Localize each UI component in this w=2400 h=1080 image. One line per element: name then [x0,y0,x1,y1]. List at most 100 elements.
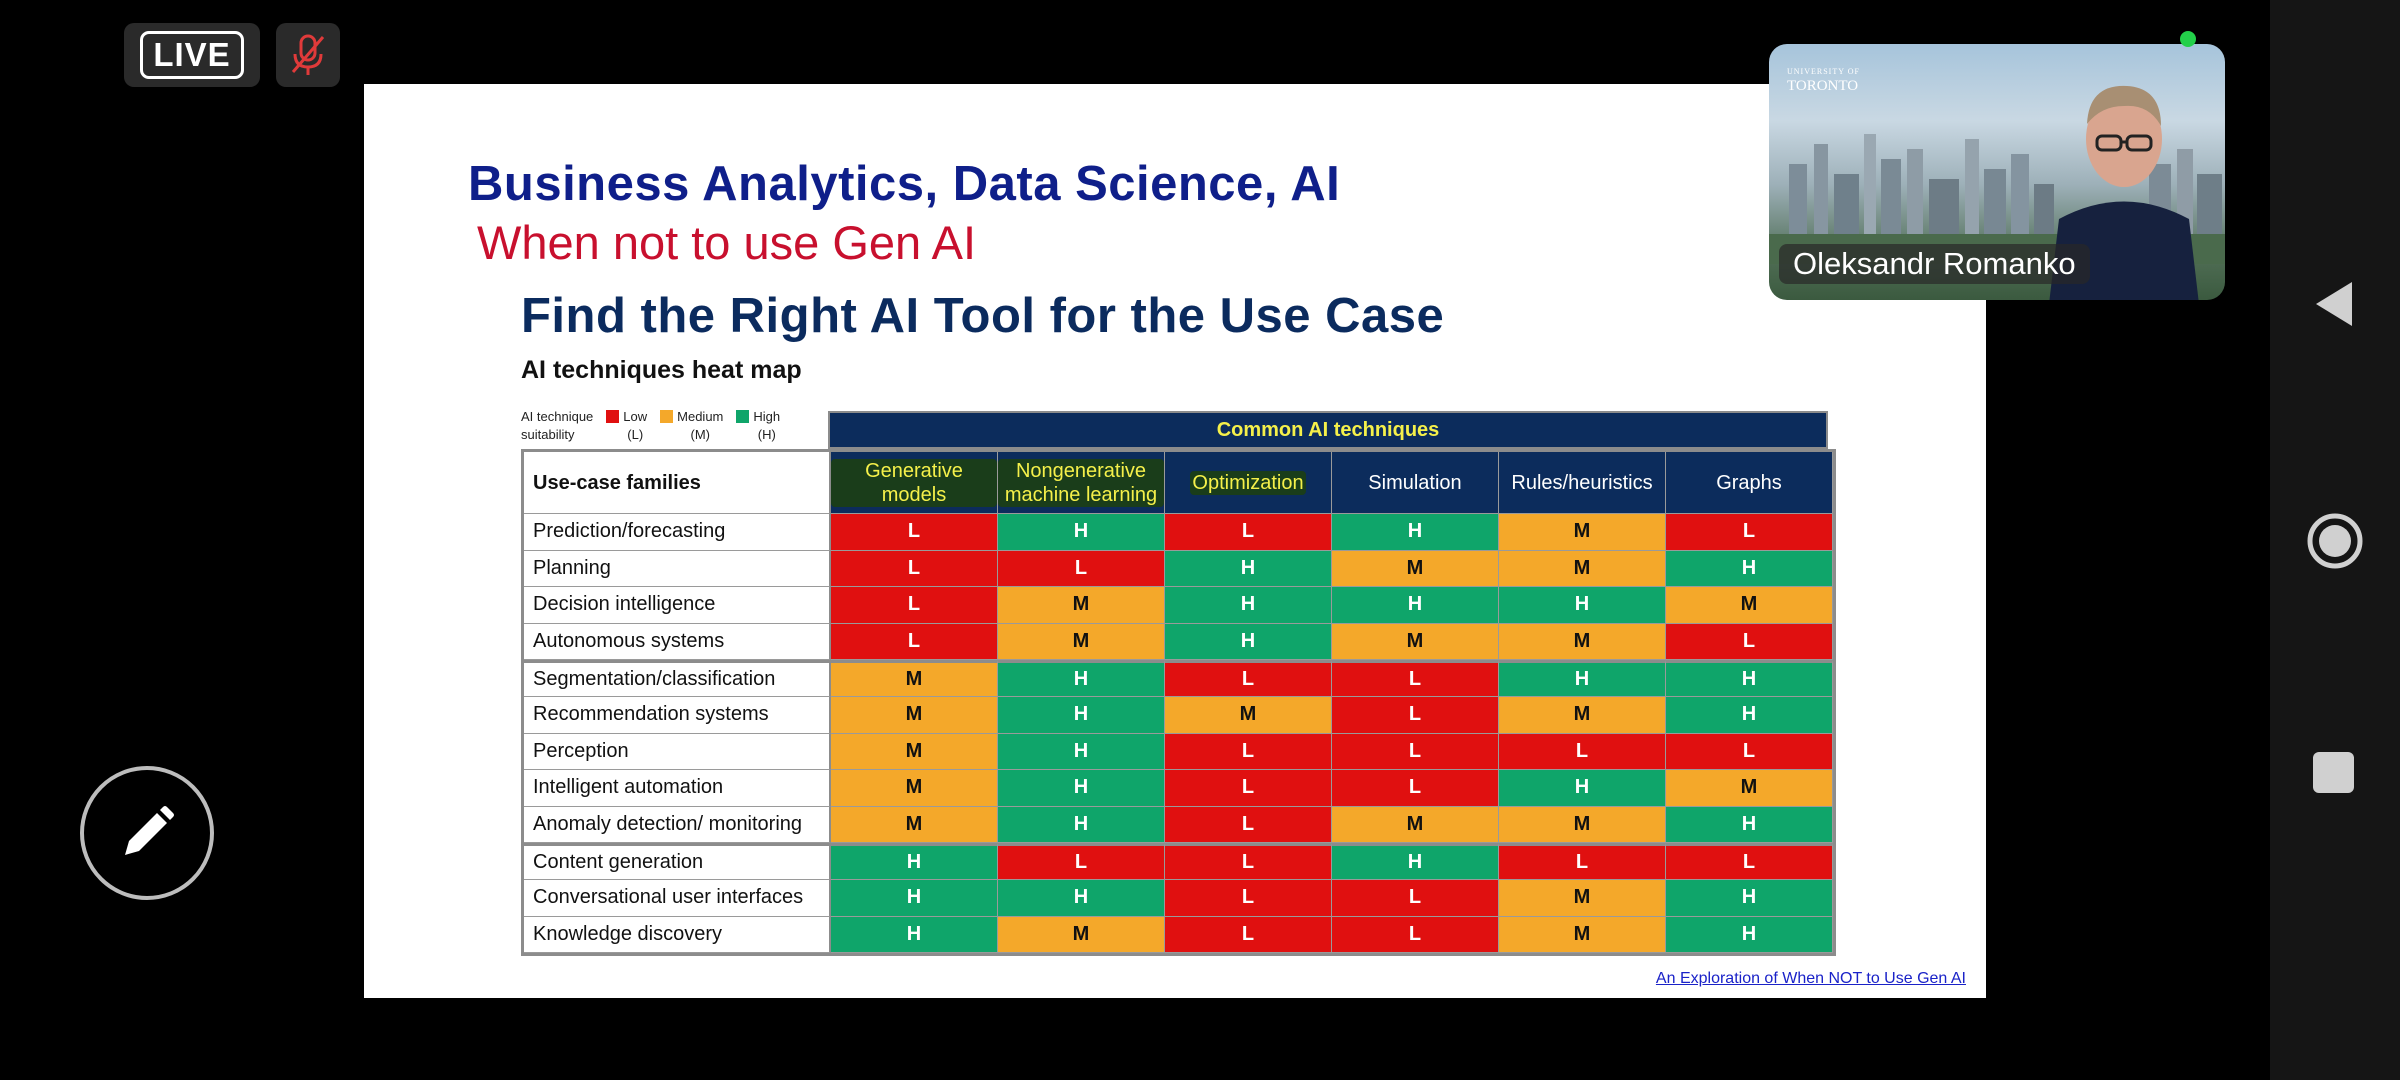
row-header-label: Use-case families [524,452,831,514]
mic-toggle-button[interactable] [276,23,340,87]
pencil-icon [125,806,174,855]
heatmap-cell: L [1332,660,1499,697]
table-row: Segmentation/classification M H L L H H [524,660,1833,697]
use-case-label: Autonomous systems [524,623,831,661]
use-case-label: Conversational user interfaces [524,879,831,917]
column-header: Rules/heuristics [1499,452,1666,514]
source-link[interactable]: An Exploration of When NOT to Use Gen AI [1655,970,1966,987]
heatmap-cell: M [1499,514,1666,551]
use-case-label: Prediction/forecasting [524,514,831,551]
live-label: LIVE [140,31,244,79]
heatmap-cell: H [998,514,1165,551]
heatmap-cell: L [1666,623,1833,661]
heatmap-cell: M [1499,550,1666,588]
heatmap-header-row: Use-case families Generative models Nongen… [524,452,1833,514]
heatmap-cell: L [1165,879,1332,917]
heatmap-legend: AI technique suitability Low (L) Medium (M… [521,408,780,444]
heatmap-cell: H [831,879,998,917]
table-row: Recommendation systems M H M L M H [524,696,1833,734]
heatmap-cell: M [831,733,998,771]
heatmap-cell: M [1499,879,1666,917]
heatmap-cell: H [998,806,1165,844]
heatmap-cell: H [1666,660,1833,697]
heatmap-cell: L [831,623,998,661]
heatmap-cell: H [1332,587,1499,624]
heatmap-cell: M [1499,623,1666,661]
heatmap-cell: L [831,514,998,551]
table-row: Content generation H L L H L L [524,843,1833,880]
heatmap-cell: H [998,660,1165,697]
heatmap-cell: L [998,843,1165,880]
heatmap-cell: L [1332,879,1499,917]
heatmap-cell: M [1499,806,1666,844]
heatmap-cell: L [831,587,998,624]
use-case-label: Planning [524,550,831,588]
heatmap-cell: L [831,550,998,588]
mic-muted-icon [291,34,325,75]
table-row: Perception M H L L L L [524,733,1833,771]
table-row: Anomaly detection/ monitoring M H L M M H [524,806,1833,844]
use-case-label: Knowledge discovery [524,916,831,954]
live-indicator: LIVE [124,23,260,87]
heatmap-cell: H [1666,879,1833,917]
table-row: Autonomous systems L M H M M L [524,623,1833,661]
techniques-band-header: Common AI techniques [828,411,1828,449]
use-case-label: Perception [524,733,831,771]
heatmap-cell: L [1666,733,1833,771]
column-header: Generative models [831,452,998,514]
university-logo: UNIVERSITY OF TORONTO [1787,67,1860,94]
home-button[interactable] [2305,511,2365,576]
presenter-video-tile[interactable]: UNIVERSITY OF TORONTO Oleksandr Romanko [1769,44,2225,300]
heatmap-grid: Use-case families Generative models Nongen… [521,449,1836,957]
heatmap-cell: M [831,696,998,734]
heatmap-cell: H [998,770,1165,807]
heatmap-cell: M [998,587,1165,624]
heatmap-cell: H [831,916,998,954]
heatmap-cell: H [1499,587,1666,624]
presentation-slide: Business Analytics, Data Science, AI Whe… [364,84,1986,998]
use-case-label: Recommendation systems [524,696,831,734]
heatmap-cell: L [1499,733,1666,771]
heatmap-cell: M [1666,770,1833,807]
heatmap-cell: H [998,696,1165,734]
presenter-figure [2049,85,2199,300]
recents-button[interactable] [2313,752,2354,793]
heatmap-cell: H [998,733,1165,771]
home-icon [2307,513,2363,569]
participant-name: Oleksandr Romanko [1779,244,2090,284]
heatmap-cell: L [1666,514,1833,551]
heatmap-cell: L [1666,843,1833,880]
table-row: Knowledge discovery H M L L M H [524,916,1833,954]
edit-button[interactable] [80,766,214,900]
heatmap-cell: L [1332,733,1499,771]
table-row: Intelligent automation M H L L H M [524,770,1833,807]
heatmap-cell: L [1165,916,1332,954]
heatmap-cell: M [1332,623,1499,661]
heatmap-cell: L [1165,660,1332,697]
heatmap-cell: M [1499,696,1666,734]
heatmap-cell: H [1499,660,1666,697]
heatmap-cell: L [1165,514,1332,551]
heatmap-cell: L [1499,843,1666,880]
column-header: Simulation [1332,452,1499,514]
heatmap-cell: M [998,916,1165,954]
heatmap-cell: H [1165,623,1332,661]
heatmap-cell: H [1165,550,1332,588]
heatmap-cell: M [1499,916,1666,954]
heatmap-cell: H [831,843,998,880]
use-case-label: Intelligent automation [524,770,831,807]
heatmap-cell: M [1332,550,1499,588]
use-case-label: Content generation [524,843,831,880]
column-header: Nongenerative machine learning [998,452,1165,514]
heatmap-cell: L [1332,916,1499,954]
heatmap-cell: L [1165,770,1332,807]
camera-active-indicator [2180,31,2196,47]
heatmap-cell: L [998,550,1165,588]
legend-high: High (H) [736,408,780,444]
heatmap-cell: H [1666,550,1833,588]
legend-medium: Medium (M) [660,408,723,444]
section-title: AI techniques heat map [521,356,802,384]
heatmap-cell: L [1165,733,1332,771]
table-row: Conversational user interfaces H H L L M H [524,879,1833,917]
back-button[interactable] [2312,280,2354,333]
